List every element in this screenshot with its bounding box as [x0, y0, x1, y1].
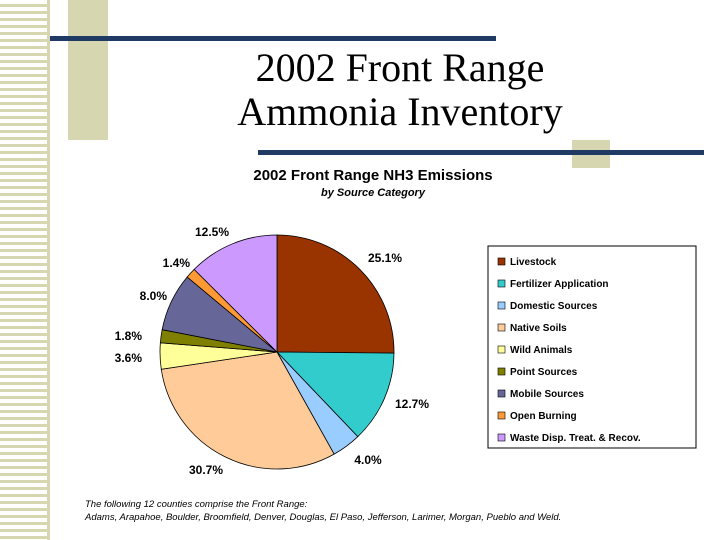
legend-box — [487, 245, 697, 449]
pie-slice-3 — [160, 351, 335, 470]
legend-swatch-6 — [497, 389, 506, 398]
legend-label-5: Point Sources — [510, 367, 578, 378]
legend-label-4: Wild Animals — [510, 345, 573, 356]
legend-label-2: Domestic Sources — [510, 301, 598, 312]
slide-title-line2: Ammonia Inventory — [237, 89, 563, 134]
legend-label-8: Waste Disp. Treat. & Recov. — [510, 433, 641, 444]
pie-slices — [159, 234, 395, 470]
slice-label-3: 30.7% — [189, 463, 223, 477]
footnote: The following 12 counties comprise the F… — [85, 498, 705, 524]
legend-swatch-8 — [497, 433, 506, 442]
slice-label-4: 3.6% — [115, 351, 143, 365]
footnote-line2: Adams, Arapahoe, Boulder, Broomfield, De… — [85, 512, 562, 523]
pie-slice-1 — [276, 351, 395, 438]
slice-label-2: 4.0% — [354, 453, 382, 467]
slice-label-7: 1.4% — [163, 256, 191, 270]
legend-swatch-0 — [497, 257, 506, 266]
legend-label-3: Native Soils — [510, 323, 567, 334]
legend-swatch-3 — [497, 323, 506, 332]
pie-slice-8 — [193, 234, 278, 353]
decorative-block-top — [68, 0, 108, 140]
legend-swatch-2 — [497, 301, 506, 310]
decorative-stripes — [0, 0, 50, 540]
legend: Livestock Fertilizer Application Domestic … — [497, 257, 641, 444]
legend-label-0: Livestock — [510, 257, 557, 268]
pie-labels: 25.1% 12.7% 4.0% 30.7% 3.6% 1.8% 8.0% 1.4% 12.5% — [115, 225, 430, 477]
slice-label-6: 8.0% — [140, 289, 168, 303]
legend-swatch-5 — [497, 367, 506, 376]
slice-label-0: 25.1% — [368, 251, 402, 265]
legend-label-7: Open Burning — [510, 411, 577, 422]
slide-title: 2002 Front Range Ammonia Inventory — [150, 46, 650, 134]
slide-title-line1: 2002 Front Range — [255, 45, 545, 90]
footnote-line1: The following 12 counties comprise the F… — [85, 499, 308, 510]
legend-swatch-7 — [497, 411, 506, 420]
chart-title: 2002 Front Range NH3 Emissions — [253, 167, 492, 184]
title-rule-bottom — [258, 150, 704, 155]
legend-label-1: Fertilizer Application — [510, 279, 609, 290]
slice-label-5: 1.8% — [115, 329, 143, 343]
chart-subtitle: by Source Category — [321, 187, 426, 199]
legend-label-6: Mobile Sources — [510, 389, 584, 400]
slice-label-8: 12.5% — [195, 225, 229, 239]
legend-swatch-1 — [497, 279, 506, 288]
title-rule-top — [50, 36, 496, 41]
legend-swatch-4 — [497, 345, 506, 354]
pie-slice-0 — [276, 234, 395, 354]
slice-label-1: 12.7% — [395, 397, 429, 411]
